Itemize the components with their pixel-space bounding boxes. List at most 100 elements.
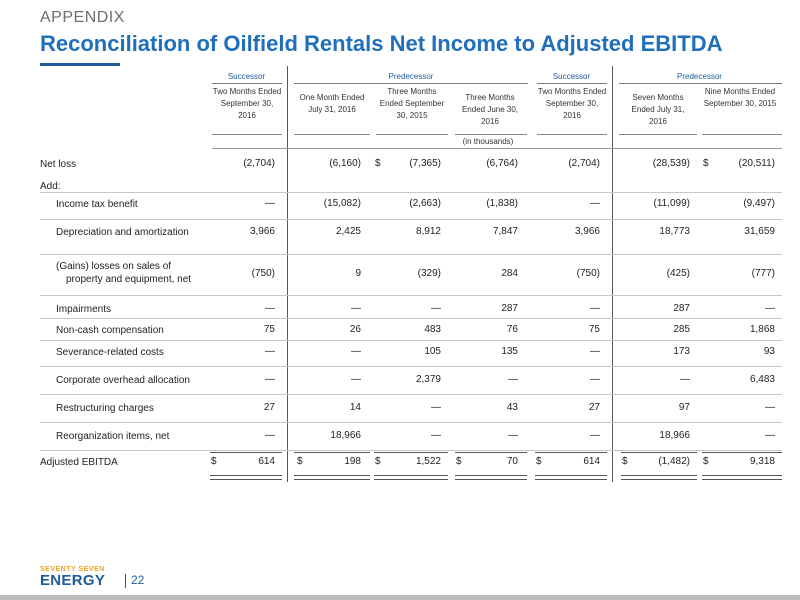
currency-symbol: $ [622, 456, 628, 467]
row-divider [40, 254, 782, 255]
group-header-successor-2: Successor [552, 72, 591, 81]
page-number-separator [125, 574, 126, 588]
table-cell: 76 [506, 324, 518, 335]
table-cell: 7,847 [492, 226, 518, 237]
table-cell: 9 [355, 268, 361, 279]
table-cell: 27 [588, 402, 600, 413]
double-underline [702, 475, 782, 480]
currency-symbol: $ [375, 158, 381, 169]
header-rule [212, 134, 282, 135]
table-cell: (6,764) [486, 158, 518, 169]
table-cell: 2,425 [335, 226, 361, 237]
row-divider [40, 192, 782, 193]
table-cell: — [265, 374, 275, 385]
table-cell: 93 [763, 346, 775, 357]
column-header: Three Months Ended September 30, 2015 [379, 87, 445, 120]
table-cell: 198 [344, 456, 361, 467]
table-cell: 75 [588, 324, 600, 335]
column-header: Two Months Ended September 30, 2016 [537, 87, 607, 120]
group-rule [537, 83, 607, 84]
row-label: Adjusted EBITDA [40, 457, 118, 468]
table-cell: — [680, 374, 690, 385]
table-cell: (2,704) [568, 158, 600, 169]
row-label: Reorganization items, net [56, 431, 170, 442]
group-header-successor-1: Successor [227, 72, 266, 81]
table-cell: 14 [349, 402, 361, 413]
table-cell: 9,318 [749, 456, 775, 467]
row-label: Depreciation and amortization [56, 227, 189, 238]
table-cell: (15,082) [323, 198, 361, 209]
double-underline [455, 475, 527, 480]
total-rule [455, 452, 527, 453]
row-divider [40, 318, 782, 319]
row-divider [40, 450, 782, 451]
table-cell: — [508, 430, 518, 441]
table-cell: — [431, 430, 441, 441]
table-cell: 483 [424, 324, 441, 335]
table-cell: (329) [417, 268, 441, 279]
table-cell: (750) [251, 268, 275, 279]
column-header: One Month Ended July 31, 2016 [299, 93, 365, 114]
table-cell: — [508, 374, 518, 385]
table-cell: 31,659 [744, 226, 775, 237]
row-label: Severance-related costs [56, 347, 164, 358]
table-cell: (1,482) [658, 456, 690, 467]
header-rule [294, 134, 370, 135]
page-title: Reconciliation of Oilfield Rentals Net I… [40, 31, 723, 56]
section-label: APPENDIX [40, 9, 125, 26]
group-rule [212, 83, 282, 84]
column-separator [612, 66, 613, 482]
row-label: Corporate overhead allocation [56, 375, 190, 386]
row-label: Add: [40, 181, 61, 192]
table-cell: 26 [349, 324, 361, 335]
table-cell: 6,483 [749, 374, 775, 385]
table-cell: — [265, 430, 275, 441]
table-cell: — [265, 303, 275, 314]
row-divider [40, 366, 782, 367]
table-cell: (777) [751, 268, 775, 279]
table-cell: — [431, 303, 441, 314]
table-cell: (425) [666, 268, 690, 279]
total-rule [535, 452, 607, 453]
row-label: Income tax benefit [56, 199, 138, 210]
table-cell: — [765, 303, 775, 314]
row-label: Restructuring charges [56, 403, 154, 414]
row-divider [40, 295, 782, 296]
table-cell: — [590, 303, 600, 314]
table-cell: — [590, 374, 600, 385]
total-rule [702, 452, 782, 453]
logo-wordmark: ENERGY [40, 572, 106, 589]
column-header: Two Months Ended September 30, 2016 [212, 87, 282, 120]
table-cell: 1,868 [749, 324, 775, 335]
row-label: (Gains) losses on sales of property and e… [56, 261, 192, 285]
currency-symbol: $ [536, 456, 542, 467]
table-cell: (2,704) [243, 158, 275, 169]
currency-symbol: $ [297, 456, 303, 467]
table-cell: 43 [506, 402, 518, 413]
table-cell: 614 [258, 456, 275, 467]
row-divider [40, 340, 782, 341]
table-cell: — [351, 303, 361, 314]
table-cell: (2,663) [409, 198, 441, 209]
currency-symbol: $ [456, 456, 462, 467]
total-rule [210, 452, 282, 453]
units-rule [212, 148, 782, 149]
table-cell: (750) [576, 268, 600, 279]
column-header: Seven Months Ended July 31, 2016 [631, 93, 685, 126]
group-rule [294, 83, 528, 84]
header-rule [376, 134, 448, 135]
currency-symbol: $ [703, 456, 709, 467]
total-rule [374, 452, 448, 453]
row-label: Net loss [40, 159, 77, 170]
company-logo: SEVENTY SEVEN ENERGY [40, 566, 105, 589]
table-cell: 284 [501, 268, 518, 279]
table-cell: (7,365) [409, 158, 441, 169]
row-label: Impairments [56, 304, 112, 315]
total-rule [294, 452, 370, 453]
table-cell: — [590, 346, 600, 357]
double-underline [294, 475, 370, 480]
table-cell: 1,522 [415, 456, 441, 467]
title-underline [40, 63, 120, 66]
table-cell: 18,966 [330, 430, 361, 441]
table-cell: 135 [501, 346, 518, 357]
